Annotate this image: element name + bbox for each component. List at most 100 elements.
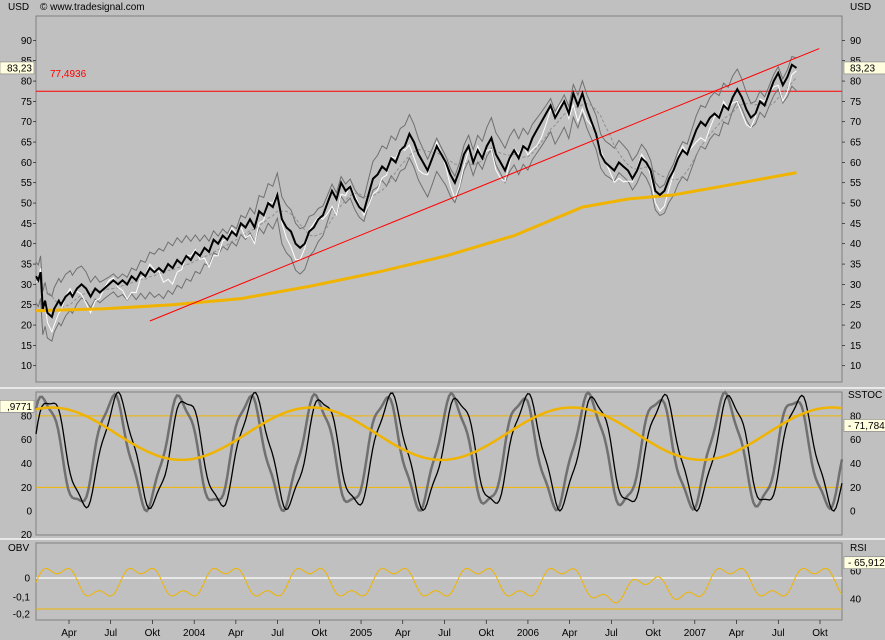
obv-tick-left: -0,2 [13,610,31,621]
x-tick-label: 2007 [684,628,707,639]
price-unit-right: USD [850,2,872,13]
sstoc-tick-left: 40 [21,459,33,470]
sstoc-tick-right: 20 [850,483,862,494]
sstoc-tick-left: 80 [21,411,33,422]
last-value-right: 83,23 [850,63,875,74]
price-tick-left: 80 [21,77,33,88]
price-tick-right: 60 [850,158,862,169]
last-value-tag-right [843,61,885,75]
price-tick-left: 10 [21,361,33,372]
white-indicator-line [35,70,797,334]
sstoc-cut-label: 20 [21,530,33,541]
sstoc-tick-right: 0 [850,507,856,518]
sstoc-last-tag-left [0,399,35,413]
sstoc-last-tag-right [843,419,885,432]
lower-band-line [35,85,797,342]
rsi-line [35,567,843,604]
x-tick-label: Apr [61,628,77,639]
sstoc-label-right: SSTOC [848,390,883,401]
price-tick-right: 20 [850,321,862,332]
rsi-tick-right: 40 [850,595,862,606]
price-tick-left: 30 [21,280,33,291]
price-tick-left: 70 [21,117,33,128]
x-tick-label: Apr [395,628,411,639]
x-tick-label: Jul [271,628,284,639]
price-tick-right: 75 [850,97,862,108]
x-tick-label: Okt [478,628,494,639]
x-tick-label: Okt [645,628,661,639]
obv-label: OBV [8,543,30,554]
obv-tick-left: -0,1 [13,593,31,604]
x-tick-label: 2004 [183,628,206,639]
price-tick-right: 80 [850,77,862,88]
rsi-last-tag-right [843,556,885,570]
sstoc-last-right: - 71,784 [848,421,885,432]
level-label: 77,4936 [50,69,87,80]
x-tick-label: Jul [605,628,618,639]
price-tick-right: 65 [850,138,862,149]
x-tick-label: 2006 [517,628,540,639]
price-line [35,63,798,319]
sstoc-slow-line [34,390,844,513]
x-tick-label: Okt [312,628,328,639]
price-tick-left: 25 [21,300,33,311]
trend-line [149,48,820,322]
middle-band-line [35,77,797,309]
price-tick-left: 40 [21,239,33,250]
price-tick-right: 45 [850,219,862,230]
sstoc-tick-left: 20 [21,483,33,494]
x-tick-label: Apr [562,628,578,639]
price-tick-left: 75 [21,97,33,108]
last-value-tag-left [0,61,35,75]
price-tick-right: 90 [850,36,862,47]
price-unit-left: USD [8,2,30,13]
sstoc-tick-right: 40 [850,459,862,470]
price-tick-left: 35 [21,260,33,271]
x-tick-label: Apr [228,628,244,639]
sstoc-tick-right: 60 [850,435,862,446]
x-tick-label: Apr [729,628,745,639]
price-tick-right: 55 [850,178,862,189]
price-tick-left: 20 [21,321,33,332]
price-tick-right: 30 [850,280,862,291]
price-tick-left: 50 [21,199,33,210]
x-tick-label: 2005 [350,628,373,639]
upper-band-line [35,55,797,298]
x-tick-label: Okt [145,628,161,639]
rsi-label: RSI [850,543,867,554]
obv-panel-frame [35,542,843,621]
sstoc-yellow-line [35,406,843,462]
x-tick-label: Jul [104,628,117,639]
rsi-tick-right: 60 [850,567,862,578]
sstoc-tick-left: 0 [26,507,32,518]
price-tick-left: 45 [21,219,33,230]
sstoc-tick-right: 80 [850,411,862,422]
copyright-label: © www.tradesignal.com [40,2,145,13]
obv-tick-left: 0 [24,574,30,585]
price-tick-right: 50 [850,199,862,210]
sstoc-last-left: ,9771 [7,402,32,413]
price-tick-left: 65 [21,138,33,149]
moving-average-line [35,171,797,313]
price-tick-right: 10 [850,361,862,372]
sstoc-tick-left: 60 [21,435,33,446]
price-tick-right: 25 [850,300,862,311]
price-tick-left: 90 [21,36,33,47]
sstoc-fast-line [35,391,843,513]
price-panel-frame [35,15,843,383]
price-tick-left: 60 [21,158,33,169]
price-tick-right: 40 [850,239,862,250]
price-tick-right: 35 [850,260,862,271]
x-tick-label: Okt [812,628,828,639]
x-tick-label: Jul [772,628,785,639]
x-tick-label: Jul [438,628,451,639]
rsi-last-right: - 65,912 [848,558,885,569]
price-tick-right: 15 [850,341,862,352]
last-value-left: 83,23 [7,63,32,74]
price-tick-left: 55 [21,178,33,189]
sstoc-panel-frame [35,391,843,536]
price-tick-left: 15 [21,341,33,352]
price-tick-right: 70 [850,117,862,128]
